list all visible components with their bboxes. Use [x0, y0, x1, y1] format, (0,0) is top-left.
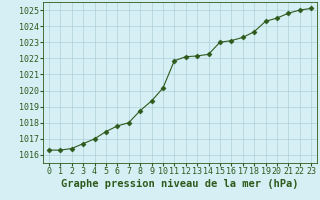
X-axis label: Graphe pression niveau de la mer (hPa): Graphe pression niveau de la mer (hPa) — [61, 179, 299, 189]
